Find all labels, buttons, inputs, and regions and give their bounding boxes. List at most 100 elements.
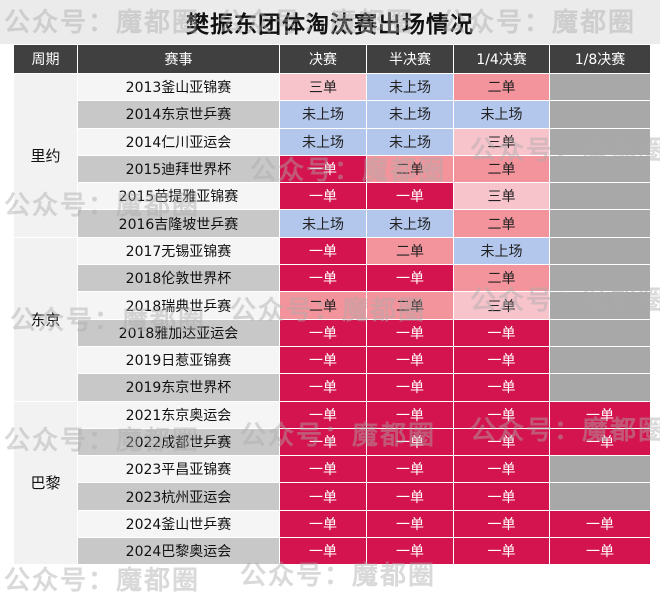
cell-semifinal: 一单 bbox=[366, 427, 454, 457]
cell-final: 一单 bbox=[279, 182, 367, 211]
period-cell: 里约 bbox=[13, 73, 78, 238]
cell-round-of-16 bbox=[549, 154, 651, 184]
cell-round-of-16 bbox=[549, 264, 651, 293]
table-row: 2016吉隆坡世乒赛 未上场 未上场 二单 bbox=[14, 209, 651, 238]
cell-semifinal: 一单 bbox=[366, 345, 454, 375]
header-final: 决赛 bbox=[279, 44, 367, 74]
cell-semifinal: 一单 bbox=[366, 509, 454, 539]
cell-semifinal: 一单 bbox=[366, 455, 454, 484]
event-name-cell: 2014仁川亚运会 bbox=[77, 127, 280, 156]
period-cell: 巴黎 bbox=[13, 400, 78, 566]
table-row: 2022成都世乒赛 一单 一单 一单 一单 bbox=[14, 427, 651, 457]
cell-round-of-16 bbox=[549, 182, 651, 211]
event-name-cell: 2024巴黎奥运会 bbox=[77, 537, 280, 566]
cell-final: 未上场 bbox=[279, 100, 367, 129]
cell-round-of-16 bbox=[549, 72, 651, 102]
cell-semifinal: 一单 bbox=[366, 400, 454, 429]
table-header-row: 周期 赛事 决赛 半决赛 1/4决赛 1/8决赛 bbox=[13, 44, 651, 74]
cell-final: 一单 bbox=[279, 236, 367, 266]
event-name-cell: 2013釜山亚锦赛 bbox=[77, 72, 280, 102]
header-semifinal: 半决赛 bbox=[366, 44, 454, 74]
cell-semifinal: 未上场 bbox=[366, 100, 454, 129]
cell-semifinal: 二单 bbox=[366, 291, 454, 320]
cell-final: 一单 bbox=[279, 345, 367, 375]
table-row: 2018瑞典世乒赛 二单 二单 三单 bbox=[14, 291, 651, 320]
cell-final: 三单 bbox=[279, 72, 367, 102]
event-name-cell: 2016吉隆坡世乒赛 bbox=[77, 209, 280, 238]
table-row: 2018雅加达亚运会 一单 一单 一单 bbox=[14, 318, 651, 347]
cell-final: 一单 bbox=[279, 318, 367, 347]
appearance-table: 周期 赛事 决赛 半决赛 1/4决赛 1/8决赛 里约 2013釜山亚锦赛 三单 未上… bbox=[13, 44, 651, 566]
period-cell: 东京 bbox=[13, 236, 78, 402]
table-row: 2019日惹亚锦赛 一单 一单 一单 bbox=[14, 345, 651, 375]
cell-semifinal: 一单 bbox=[366, 318, 454, 347]
event-name-cell: 2018雅加达亚运会 bbox=[77, 318, 280, 347]
cell-round-of-16: 一单 bbox=[549, 400, 651, 429]
event-name-cell: 2024釜山世乒赛 bbox=[77, 509, 280, 539]
cell-round-of-16 bbox=[549, 482, 651, 511]
cell-final: 一单 bbox=[279, 400, 367, 429]
table-row: 东京 2017无锡亚锦赛 一单 二单 未上场 bbox=[13, 236, 651, 402]
cell-final: 一单 bbox=[279, 509, 367, 539]
cell-semifinal: 二单 bbox=[366, 154, 454, 184]
cell-semifinal: 一单 bbox=[366, 182, 454, 211]
cell-round-of-16: 一单 bbox=[549, 427, 651, 457]
event-name-cell: 2022成都世乒赛 bbox=[77, 427, 280, 457]
cell-quarterfinal: 一单 bbox=[453, 373, 550, 402]
cell-quarterfinal: 一单 bbox=[453, 537, 550, 566]
event-name-cell: 2015芭提雅亚锦赛 bbox=[77, 182, 280, 211]
cell-final: 未上场 bbox=[279, 209, 367, 238]
cell-quarterfinal: 二单 bbox=[453, 264, 550, 293]
event-name-cell: 2018伦敦世界杯 bbox=[77, 264, 280, 293]
header-quarterfinal: 1/4决赛 bbox=[453, 44, 550, 74]
table-row: 巴黎 2021东京奥运会 一单 一单 一单 一单 bbox=[13, 400, 651, 566]
cell-round-of-16: 一单 bbox=[549, 509, 651, 539]
table-row: 2019东京世界杯 一单 一单 一单 bbox=[14, 373, 651, 402]
cell-semifinal: 一单 bbox=[366, 373, 454, 402]
event-name-cell: 2014东京世乒赛 bbox=[77, 100, 280, 129]
cell-quarterfinal: 未上场 bbox=[453, 236, 550, 266]
cell-round-of-16 bbox=[549, 455, 651, 484]
cell-round-of-16 bbox=[549, 236, 651, 266]
cell-round-of-16 bbox=[549, 209, 651, 238]
cell-round-of-16 bbox=[549, 100, 651, 129]
cell-semifinal: 未上场 bbox=[366, 127, 454, 156]
cell-quarterfinal: 二单 bbox=[453, 209, 550, 238]
cell-quarterfinal: 二单 bbox=[453, 72, 550, 102]
table-body: 里约 2013釜山亚锦赛 三单 未上场 二单 2014东京世乒赛 未上场 未上场 未上场 2014… bbox=[13, 72, 651, 566]
cell-final: 一单 bbox=[279, 264, 367, 293]
cell-semifinal: 一单 bbox=[366, 537, 454, 566]
table-row: 2024釜山世乒赛 一单 一单 一单 一单 bbox=[14, 509, 651, 539]
cell-quarterfinal: 一单 bbox=[453, 482, 550, 511]
event-name-cell: 2019日惹亚锦赛 bbox=[77, 345, 280, 375]
header-round-of-16: 1/8决赛 bbox=[549, 44, 651, 74]
cell-round-of-16 bbox=[549, 318, 651, 347]
cell-quarterfinal: 一单 bbox=[453, 509, 550, 539]
cell-quarterfinal: 二单 bbox=[453, 154, 550, 184]
event-name-cell: 2015迪拜世界杯 bbox=[77, 154, 280, 184]
cell-quarterfinal: 三单 bbox=[453, 182, 550, 211]
watermark-text: 公众号：魔都圈 bbox=[4, 566, 201, 596]
header-period: 周期 bbox=[13, 44, 78, 74]
table-row: 里约 2013釜山亚锦赛 三单 未上场 二单 bbox=[13, 72, 651, 238]
table-row: 2023平昌亚锦赛 一单 一单 一单 bbox=[14, 455, 651, 484]
cell-final: 一单 bbox=[279, 455, 367, 484]
table-row: 2014东京世乒赛 未上场 未上场 未上场 bbox=[14, 100, 651, 129]
cell-final: 二单 bbox=[279, 291, 367, 320]
table-row: 2024巴黎奥运会 一单 一单 一单 一单 bbox=[14, 537, 651, 566]
table-row: 2015迪拜世界杯 一单 二单 二单 bbox=[14, 154, 651, 184]
cell-round-of-16 bbox=[549, 291, 651, 320]
cell-quarterfinal: 一单 bbox=[453, 427, 550, 457]
cell-round-of-16 bbox=[549, 373, 651, 402]
table-row: 2023杭州亚运会 一单 一单 一单 bbox=[14, 482, 651, 511]
table-row: 2014仁川亚运会 未上场 未上场 三单 bbox=[14, 127, 651, 156]
cell-final: 一单 bbox=[279, 427, 367, 457]
table-row: 2018伦敦世界杯 一单 一单 二单 bbox=[14, 264, 651, 293]
cell-round-of-16 bbox=[549, 127, 651, 156]
cell-quarterfinal: 未上场 bbox=[453, 100, 550, 129]
event-name-cell: 2023平昌亚锦赛 bbox=[77, 455, 280, 484]
event-name-cell: 2017无锡亚锦赛 bbox=[77, 236, 280, 266]
title-bar: 樊振东团体淘汰赛出场情况 bbox=[0, 0, 660, 44]
cell-final: 一单 bbox=[279, 373, 367, 402]
cell-semifinal: 未上场 bbox=[366, 72, 454, 102]
